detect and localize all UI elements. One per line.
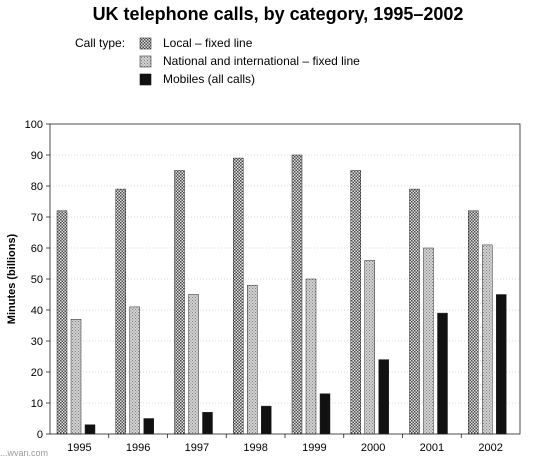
y-tick-label: 60 <box>31 243 43 255</box>
bar-local <box>291 154 303 435</box>
x-tick-label: 2000 <box>361 442 385 454</box>
bar-mobiles <box>437 312 448 435</box>
x-tick-label: 2001 <box>420 442 444 454</box>
legend-label-local: Local – fixed line <box>163 36 253 50</box>
y-tick-label: 70 <box>31 212 43 224</box>
plot-frame <box>49 123 521 435</box>
bars <box>56 154 507 435</box>
bar-local <box>174 170 185 435</box>
y-axis-title: Minutes (billions) <box>6 233 18 324</box>
bar-mobiles <box>143 418 154 435</box>
y-tick-label: 40 <box>31 305 43 317</box>
legend-label-national: National and international – fixed line <box>163 54 360 68</box>
y-tick-label: 30 <box>31 336 43 348</box>
x-tick-label: 1995 <box>67 442 91 454</box>
bar-national <box>188 294 199 435</box>
bar-national <box>364 260 375 435</box>
bar-mobiles <box>84 424 96 435</box>
y-tick-label: 10 <box>31 398 43 410</box>
y-tick-label: 80 <box>31 181 43 193</box>
bar-local <box>233 157 244 435</box>
legend-swatch-national <box>139 55 152 68</box>
watermark-text: ...wyan.com <box>0 448 48 456</box>
x-tick-label: 1998 <box>243 442 267 454</box>
bar-mobiles <box>496 294 507 435</box>
bar-local <box>115 188 126 435</box>
legend-swatch-mobiles <box>139 73 152 86</box>
y-tick-label: 0 <box>37 429 43 441</box>
bar-national <box>482 244 493 435</box>
x-axis-ticks: 1995 1996 1997 1998 1999 2000 2001 2002 <box>67 434 503 454</box>
x-tick-label: 1997 <box>185 442 209 454</box>
bar-local <box>468 210 479 435</box>
gridlines <box>50 154 520 404</box>
bar-national <box>129 306 140 435</box>
x-tick-label: 1996 <box>126 442 150 454</box>
legend-label-mobiles: Mobiles (all calls) <box>163 72 255 86</box>
x-tick-label: 1999 <box>302 442 326 454</box>
y-tick-label: 50 <box>31 274 43 286</box>
bar-national <box>70 319 82 435</box>
bar-national <box>423 247 434 435</box>
y-axis-ticks: 0 10 20 30 40 50 60 70 80 90 100 <box>25 119 50 441</box>
bar-local <box>56 210 68 435</box>
bar-local <box>409 188 420 435</box>
x-tick-label: 2002 <box>478 442 502 454</box>
legend-swatch-local <box>139 37 152 50</box>
bar-national <box>247 284 258 435</box>
legend: Call type: Local – fixed line National a… <box>75 36 360 86</box>
y-tick-label: 100 <box>25 119 43 131</box>
bar-mobiles <box>319 393 331 435</box>
chart-title: UK telephone calls, by category, 1995–20… <box>93 4 464 24</box>
bar-mobiles <box>202 412 213 435</box>
legend-title: Call type: <box>75 36 125 50</box>
bar-mobiles <box>261 405 272 435</box>
bar-local <box>350 170 361 435</box>
bar-national <box>305 278 317 435</box>
y-tick-label: 90 <box>31 150 43 162</box>
y-tick-label: 20 <box>31 367 43 379</box>
bar-mobiles <box>378 359 389 435</box>
